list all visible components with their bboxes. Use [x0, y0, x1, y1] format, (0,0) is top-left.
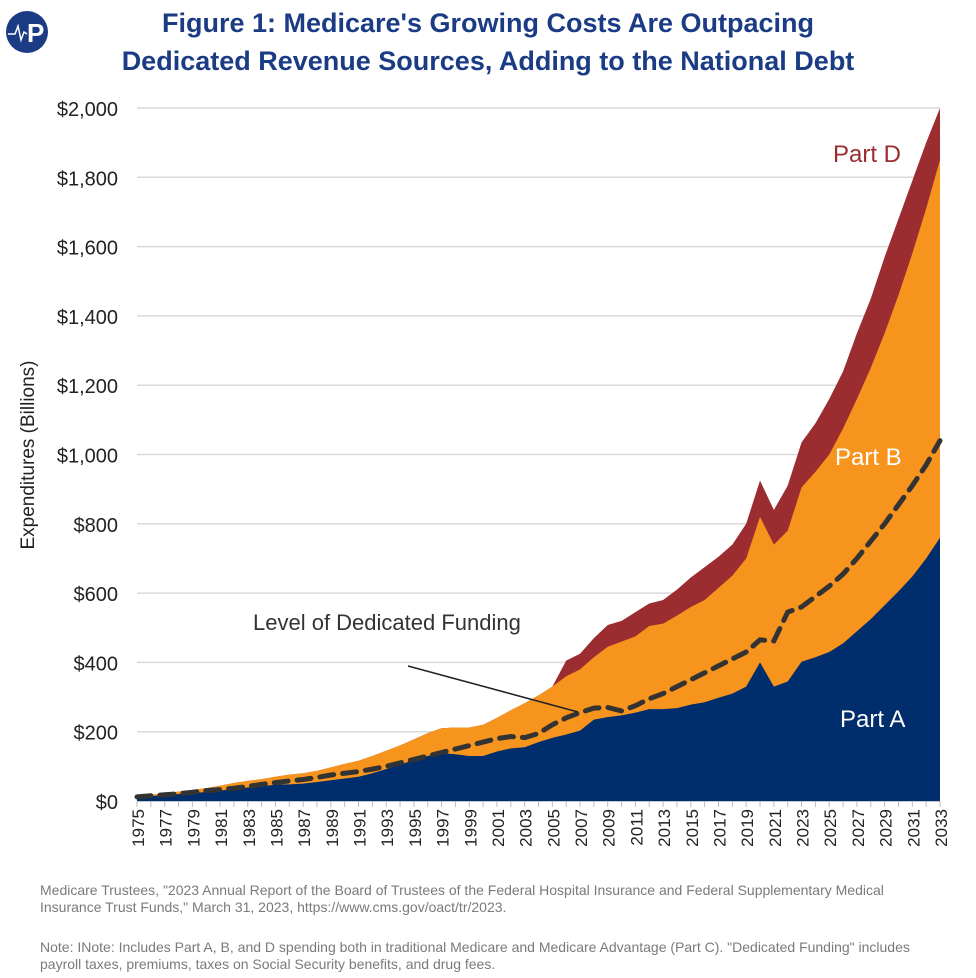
y-tick-label: $1,600	[57, 238, 118, 260]
y-tick-label: $0	[96, 792, 118, 814]
x-tick-label: 2011	[627, 809, 646, 846]
x-tick-label: 2003	[517, 809, 536, 847]
x-tick-label: 1999	[461, 809, 480, 847]
x-tick-label: 1985	[267, 809, 286, 847]
part-a-label: Part A	[840, 706, 905, 733]
part-b-label: Part B	[835, 444, 902, 471]
y-tick-label: $1,200	[57, 376, 118, 398]
x-tick-label: 1991	[351, 809, 370, 847]
source-note: Medicare Trustees, "2023 Annual Report o…	[40, 882, 884, 915]
x-tick-label: 1987	[295, 809, 314, 847]
x-tick-label: 1997	[434, 809, 453, 847]
x-tick-label: 2015	[683, 809, 702, 847]
logo: P	[6, 11, 48, 53]
x-tick-label: 1981	[212, 809, 231, 847]
chart: $0 $200 $400 $600 $800 $1,000 $1,200 $1,400 $1,6…	[18, 99, 951, 847]
funding-annotation: Level of Dedicated Funding	[253, 610, 521, 635]
y-axis-title: Expenditures (Billions)	[18, 360, 39, 549]
x-tick-label: 1979	[184, 809, 203, 847]
y-tick-label: $400	[74, 653, 119, 675]
x-tick-label: 2007	[572, 809, 591, 847]
y-tick-label: $1,800	[57, 168, 118, 190]
annotation-pointer	[407, 665, 579, 713]
part-d-label: Part D	[833, 141, 901, 168]
x-tick-label: 2029	[877, 809, 896, 847]
x-tick-label: 2005	[544, 809, 563, 847]
x-tick-label: 2021	[766, 809, 785, 847]
x-tick-label: 2013	[655, 809, 674, 847]
x-tick-label: 2009	[600, 809, 619, 847]
chart-title-line2: Dedicated Revenue Sources, Adding to the…	[121, 46, 855, 76]
x-tick-label: 2019	[738, 809, 757, 847]
footnote: Note: INote: Includes Part A, B, and D s…	[40, 939, 910, 972]
y-tick-label: $1,000	[57, 446, 118, 468]
x-tick-label: 2025	[821, 809, 840, 847]
chart-title-line1: Figure 1: Medicare's Growing Costs Are O…	[161, 8, 815, 38]
funding-line	[134, 438, 943, 800]
x-tick-label: 1995	[406, 809, 425, 847]
y-tick-label: $200	[74, 723, 119, 745]
x-tick-label: 2023	[794, 809, 813, 847]
x-tick-label: 1977	[157, 809, 176, 847]
x-tick-label: 1983	[240, 809, 259, 847]
x-tick-label: 2031	[904, 809, 923, 847]
x-tick-label: 1975	[129, 809, 148, 847]
y-tick-label: $800	[74, 515, 119, 537]
y-tick-label: $2,000	[57, 99, 118, 121]
x-tick-label: 1993	[378, 809, 397, 847]
x-tick-label: 2033	[932, 809, 951, 847]
x-tick-label: 2027	[849, 809, 868, 847]
part-b-area	[137, 159, 940, 802]
x-tick-label: 2017	[710, 809, 729, 847]
part-a-area	[137, 537, 940, 801]
x-tick-label: 1989	[323, 809, 342, 847]
logo-letter: P	[27, 18, 44, 48]
x-tick-label: 2001	[489, 809, 508, 847]
y-tick-label: $600	[74, 584, 119, 606]
y-tick-label: $1,400	[57, 307, 118, 329]
